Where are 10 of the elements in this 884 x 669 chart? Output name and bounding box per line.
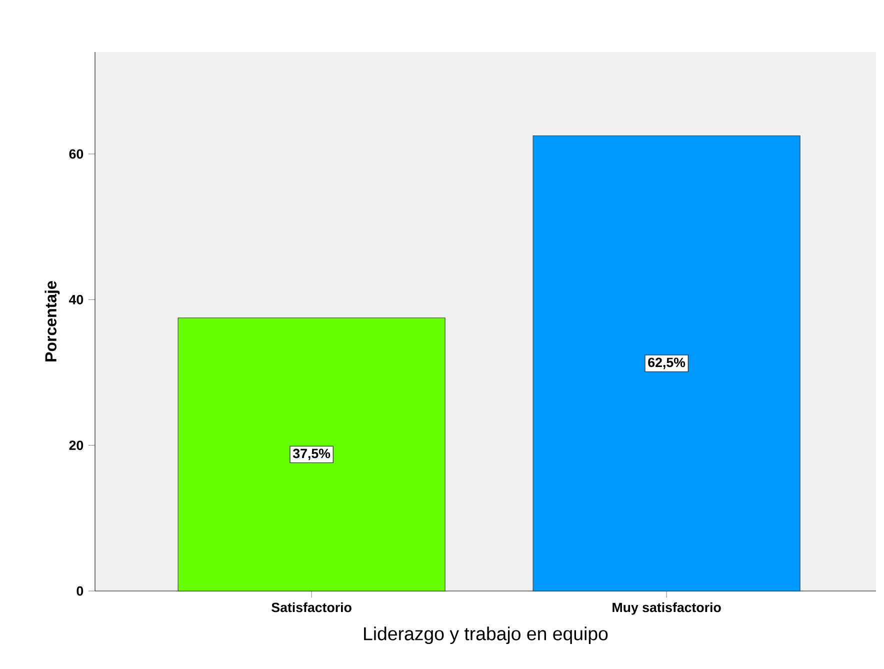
x-axis-title: Liderazgo y trabajo en equipo bbox=[364, 626, 608, 644]
y-tick-label: 0 bbox=[76, 586, 84, 596]
y-tick-label: 40 bbox=[69, 294, 84, 304]
data-label: 37,5% bbox=[292, 448, 330, 460]
y-axis-title: Porcentaje bbox=[44, 281, 60, 362]
x-tick-label: Muy satisfactorio bbox=[612, 602, 721, 615]
y-tick-label: 60 bbox=[69, 149, 84, 159]
y-tick-label: 20 bbox=[69, 440, 84, 450]
x-tick-label: Satisfactorio bbox=[272, 602, 352, 612]
data-label: 62,5% bbox=[648, 358, 686, 370]
